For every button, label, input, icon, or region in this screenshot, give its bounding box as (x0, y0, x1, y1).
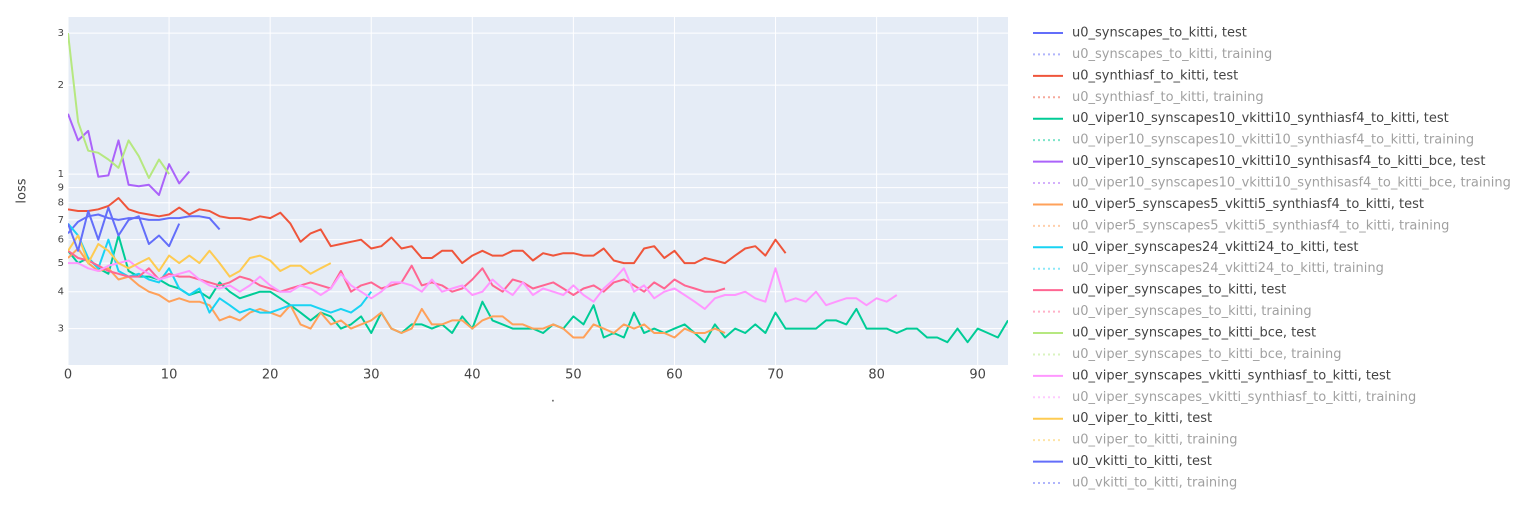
series-line (68, 247, 726, 339)
series-line (68, 206, 181, 252)
legend-label: u0_synscapes_to_kitti, training (1072, 47, 1272, 62)
series-line (68, 213, 221, 235)
y-tick-label: 6 (58, 235, 64, 246)
y-tick-label: 8 (58, 198, 64, 209)
legend-label: u0_viper_to_kitti, test (1072, 411, 1212, 426)
y-axis-title: loss (15, 178, 30, 203)
series-line (68, 234, 332, 278)
legend-item[interactable]: u0_synscapes_to_kitti, training (1033, 47, 1272, 62)
legend-item[interactable]: u0_viper_synscapes24_vkitti24_to_kitti, … (1033, 261, 1384, 276)
legend-label: u0_viper5_synscapes5_vkitti5_synthiasf4_… (1072, 197, 1424, 212)
series-line (68, 113, 191, 196)
series-line (68, 222, 373, 314)
legend-item[interactable]: u0_viper10_synscapes10_vkitti10_synthias… (1033, 111, 1449, 126)
x-tick-label: 10 (161, 368, 178, 383)
legend-label: u0_viper_to_kitti, training (1072, 433, 1238, 448)
legend-label: u0_vkitti_to_kitti, training (1072, 476, 1237, 491)
x-tick-label: 80 (868, 368, 885, 383)
legend-label: u0_viper_synscapes_vkitti_synthiasf_to_k… (1072, 368, 1391, 383)
legend-label: u0_viper5_synscapes5_vkitti5_synthiasf4_… (1072, 218, 1449, 233)
x-axis-title: . (551, 391, 555, 406)
y-tick-label: 2 (58, 80, 64, 91)
legend-label: u0_synscapes_to_kitti, test (1072, 26, 1247, 41)
legend-item[interactable]: u0_viper10_synscapes10_vkitti10_synthias… (1033, 133, 1474, 148)
legend-label: u0_viper10_synscapes10_vkitti10_synthisa… (1072, 176, 1511, 191)
y-tick-label: 4 (58, 287, 64, 298)
x-tick-label: 90 (969, 368, 986, 383)
series-line (68, 197, 787, 265)
y-tick-label: 5 (58, 258, 64, 269)
legend-label: u0_viper10_synscapes10_vkitti10_synthias… (1072, 111, 1449, 126)
x-tick-label: 60 (666, 368, 683, 383)
legend-item[interactable]: u0_vkitti_to_kitti, training (1033, 476, 1237, 491)
legend-label: u0_viper_synscapes_to_kitti, training (1072, 304, 1312, 319)
y-tick-label: 1 (58, 169, 64, 180)
legend-item[interactable]: u0_viper10_synscapes10_vkitti10_synthisa… (1033, 154, 1485, 169)
legend-item[interactable]: u0_viper_to_kitti, test (1033, 411, 1212, 426)
grid (67, 17, 1008, 365)
lines (68, 32, 1008, 344)
x-tick-label: 0 (64, 368, 72, 383)
legend-label: u0_synthiasf_to_kitti, test (1072, 68, 1238, 83)
legend-item[interactable]: u0_synthiasf_to_kitti, training (1033, 90, 1264, 105)
series-line (68, 32, 170, 179)
legend-item[interactable]: u0_viper_synscapes_vkitti_synthiasf_to_k… (1033, 390, 1416, 405)
y-tick-label: 3 (58, 28, 64, 39)
y-tick-label: 3 (58, 324, 64, 335)
legend-item[interactable]: u0_synthiasf_to_kitti, test (1033, 68, 1238, 83)
x-tick-label: 40 (464, 368, 481, 383)
series-line (68, 259, 898, 310)
legend-item[interactable]: u0_viper_synscapes_to_kitti_bce, test (1033, 326, 1316, 341)
legend-label: u0_viper_synscapes_vkitti_synthiasf_to_k… (1072, 390, 1416, 405)
legend-label: u0_viper10_synscapes10_vkitti10_synthias… (1072, 133, 1474, 148)
legend-label: u0_vkitti_to_kitti, test (1072, 454, 1212, 469)
legend-item[interactable]: u0_viper_synscapes24_vkitti24_to_kitti, … (1033, 240, 1358, 255)
legend-item[interactable]: u0_viper_synscapes_to_kitti, test (1033, 283, 1286, 298)
y-tick-label: 7 (58, 215, 64, 226)
legend-label: u0_viper_synscapes_to_kitti_bce, trainin… (1072, 347, 1342, 362)
legend-item[interactable]: u0_viper_to_kitti, training (1033, 433, 1238, 448)
legend-item[interactable]: u0_viper5_synscapes5_vkitti5_synthiasf4_… (1033, 218, 1449, 233)
legend-item[interactable]: u0_viper_synscapes_vkitti_synthiasf_to_k… (1033, 368, 1391, 383)
legend: u0_synscapes_to_kitti, test u0_synscapes_… (1033, 26, 1511, 491)
legend-item[interactable]: u0_viper_synscapes_to_kitti, training (1033, 304, 1312, 319)
x-tick-label: 50 (565, 368, 582, 383)
legend-item[interactable]: u0_viper5_synscapes5_vkitti5_synthiasf4_… (1033, 197, 1424, 212)
legend-item[interactable]: u0_synscapes_to_kitti, test (1033, 26, 1247, 41)
legend-label: u0_viper_synscapes_to_kitti_bce, test (1072, 326, 1316, 341)
legend-label: u0_synthiasf_to_kitti, training (1072, 90, 1264, 105)
legend-item[interactable]: u0_viper10_synscapes10_vkitti10_synthisa… (1033, 176, 1511, 191)
legend-label: u0_viper10_synscapes10_vkitti10_synthisa… (1072, 154, 1485, 169)
series-line (68, 249, 726, 296)
x-tick-label: 20 (262, 368, 279, 383)
x-tick-label: 30 (363, 368, 380, 383)
y-tick-label: 9 (58, 183, 64, 194)
plot-area (68, 17, 1008, 365)
x-tick-label: 70 (767, 368, 784, 383)
legend-label: u0_viper_synscapes24_vkitti24_to_kitti, … (1072, 240, 1358, 255)
legend-item[interactable]: u0_vkitti_to_kitti, test (1033, 454, 1212, 469)
legend-label: u0_viper_synscapes24_vkitti24_to_kitti, … (1072, 261, 1384, 276)
legend-item[interactable]: u0_viper_synscapes_to_kitti_bce, trainin… (1033, 347, 1342, 362)
legend-label: u0_viper_synscapes_to_kitti, test (1072, 283, 1286, 298)
